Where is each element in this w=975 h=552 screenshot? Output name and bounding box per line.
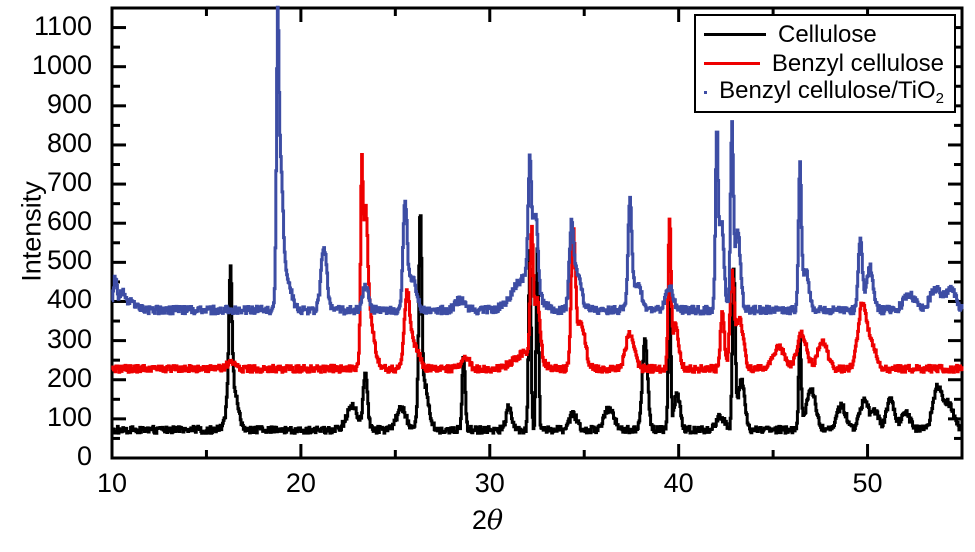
y-tick-label: 600 — [46, 206, 92, 237]
y-tick-label: 100 — [46, 401, 92, 432]
y-tick-label: 200 — [46, 362, 92, 393]
series-line-benzyl-cellulose-tio — [111, 5, 964, 316]
legend-item-0[interactable]: Cellulose — [704, 20, 944, 49]
x-tick-label: 30 — [474, 468, 505, 498]
x-axis-title-prefix: 2 — [471, 505, 487, 535]
y-tick-label: 500 — [46, 245, 92, 276]
legend-swatch-line — [704, 91, 708, 94]
y-tick-label: 700 — [46, 167, 92, 198]
y-tick-label: 400 — [46, 284, 92, 315]
x-axis-title: 2θ — [0, 505, 975, 536]
y-tick-label: 900 — [46, 88, 92, 119]
legend-item-2[interactable]: Benzyl cellulose/TiO2 — [704, 78, 944, 107]
plot-frame — [110, 6, 964, 460]
legend-label: Cellulose — [778, 20, 877, 48]
theta-symbol: θ — [486, 505, 504, 536]
y-tick-label: 300 — [46, 323, 92, 354]
x-tick-label: 10 — [96, 468, 128, 498]
legend-label-subscript: 2 — [935, 90, 944, 107]
series-line-cellulose — [111, 214, 964, 435]
legend-swatch-line — [704, 33, 766, 36]
legend-label: Benzyl cellulose/TiO2 — [719, 77, 944, 108]
series-line-benzyl-cellulose — [111, 153, 964, 374]
y-tick-label: 1100 — [33, 10, 92, 41]
x-tick-label: 20 — [285, 468, 316, 498]
legend-item-1[interactable]: Benzyl cellulose — [704, 49, 944, 78]
x-tick-label: 40 — [663, 468, 694, 498]
x-tick-label: 50 — [852, 468, 883, 498]
y-tick-label: 800 — [46, 127, 92, 158]
y-tick-label: 0 — [76, 441, 92, 471]
legend-swatch-line — [704, 62, 760, 65]
chart-legend: Cellulose Benzyl cellulose Benzyl cellulos… — [694, 14, 956, 113]
legend-label: Benzyl cellulose — [771, 49, 944, 77]
y-tick-label: 1000 — [31, 49, 92, 80]
